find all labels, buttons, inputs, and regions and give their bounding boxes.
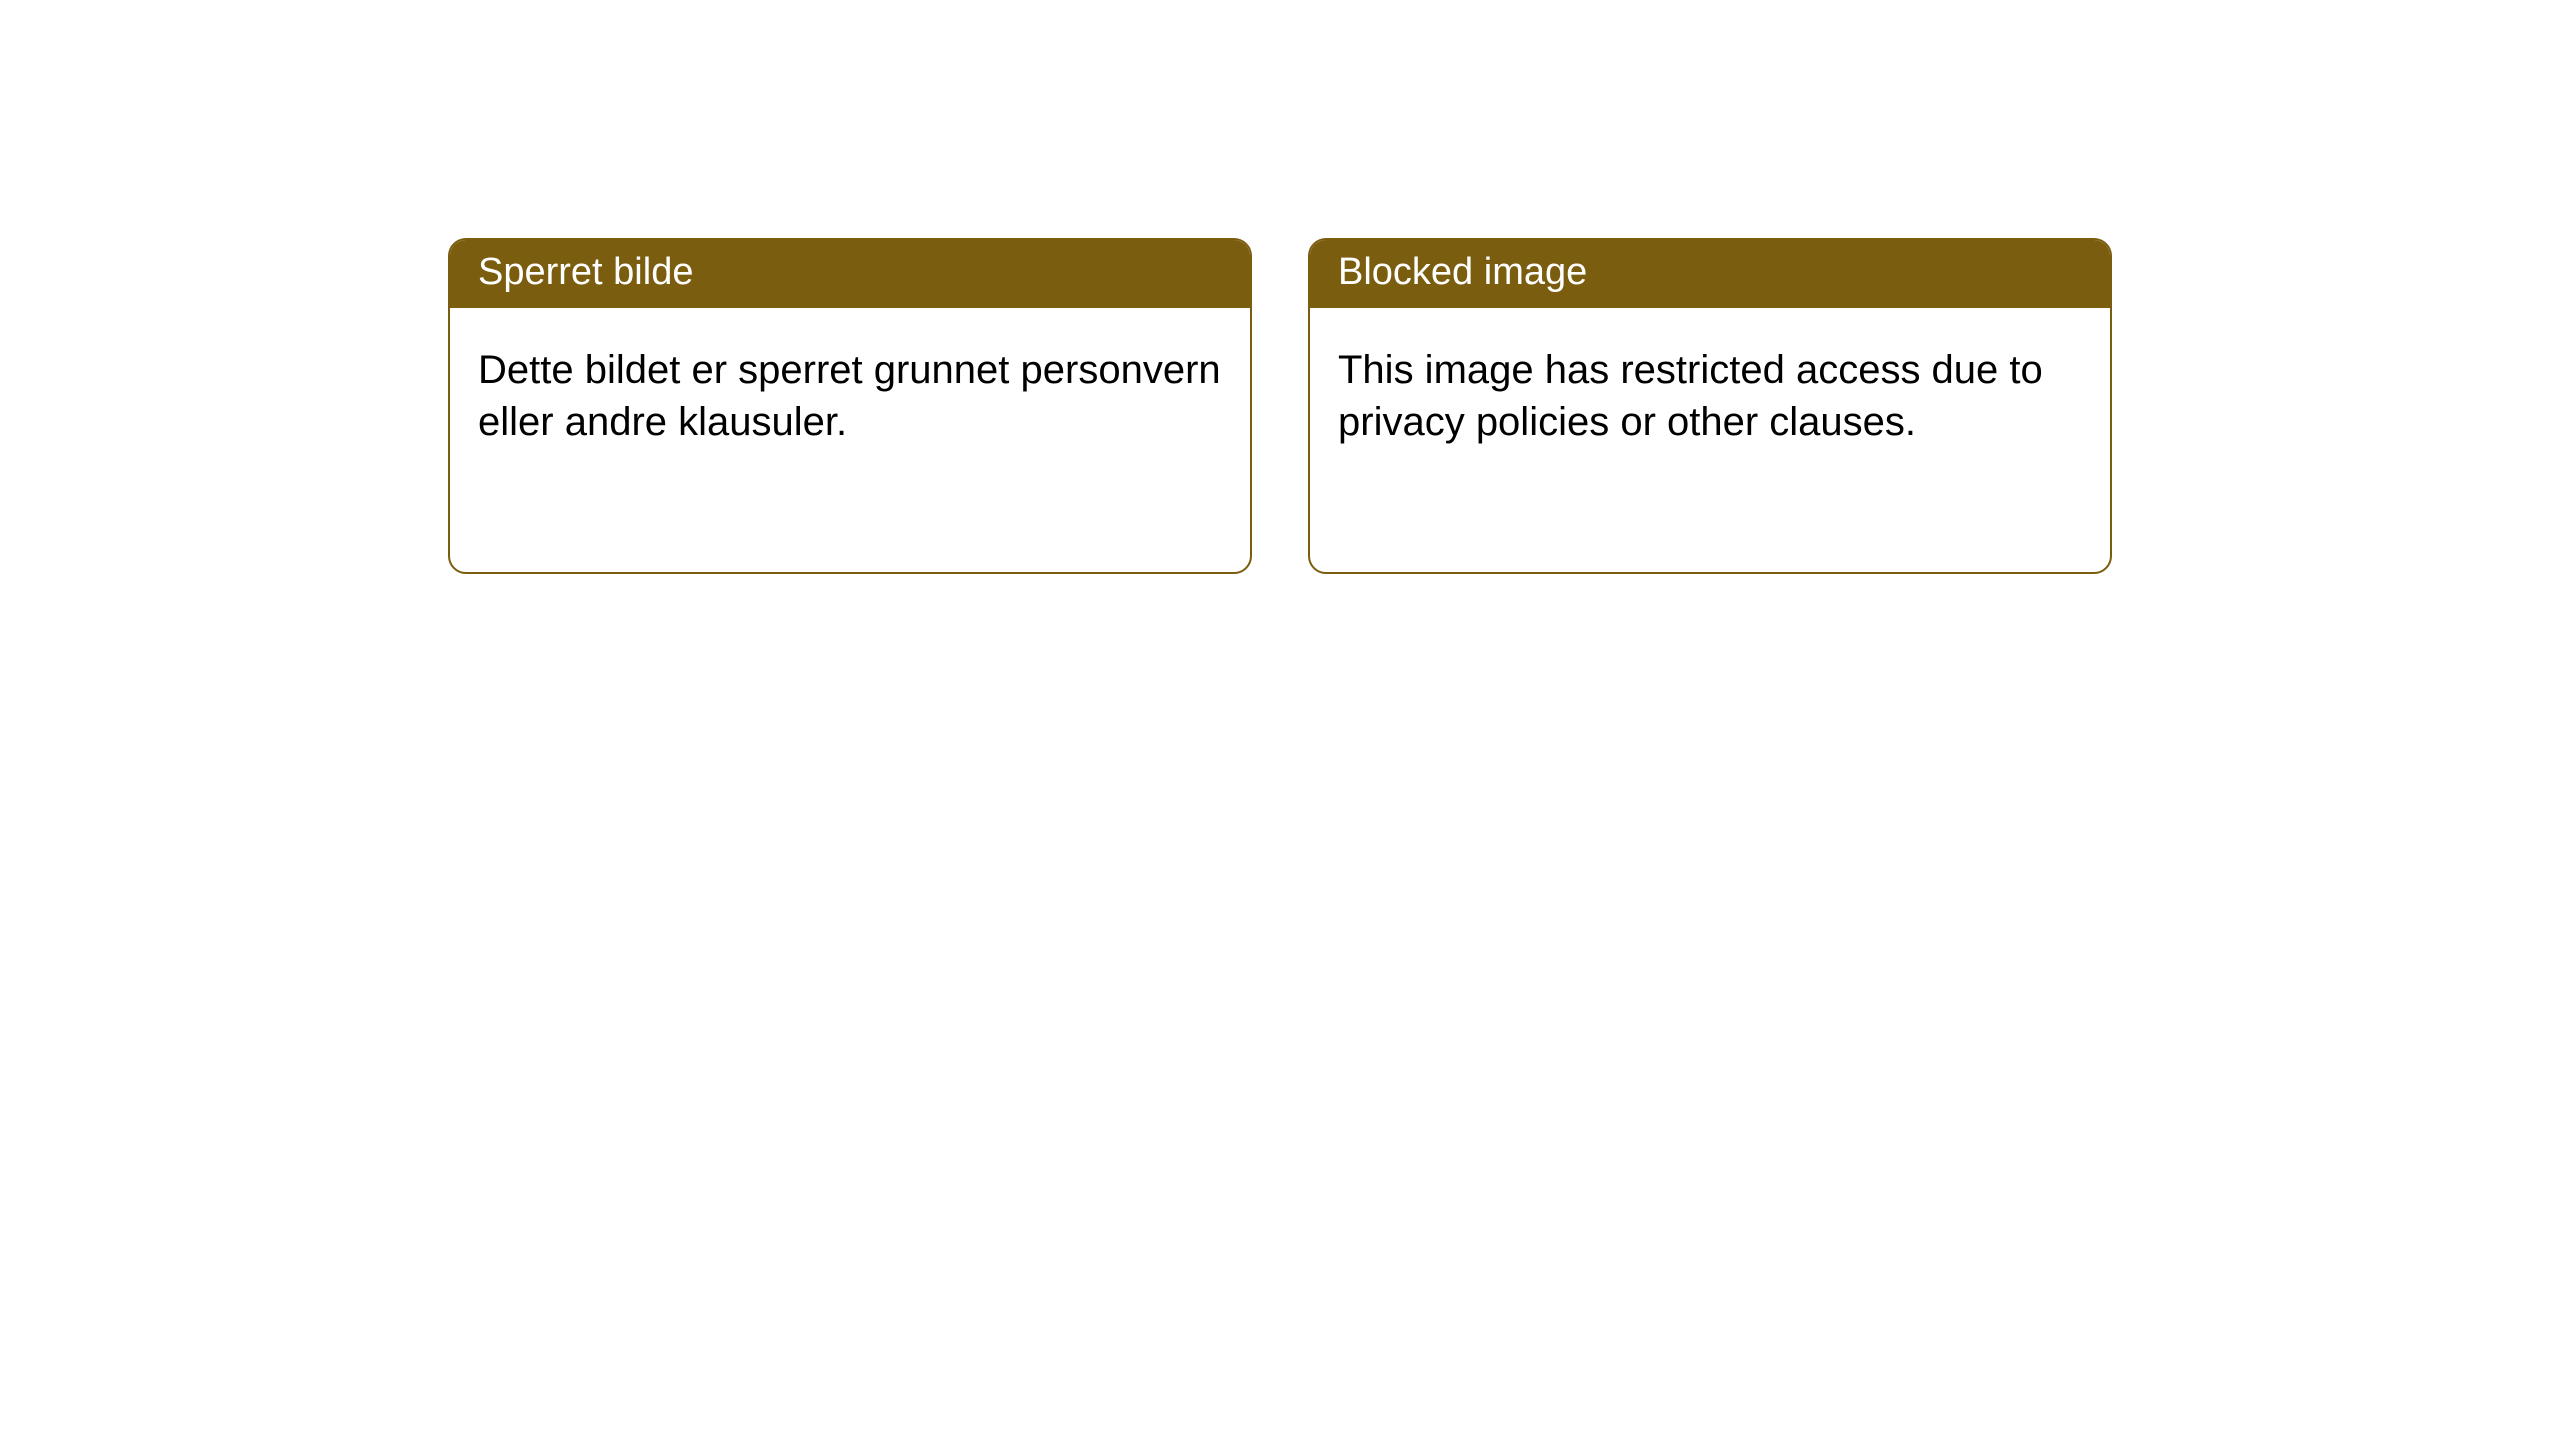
notice-box-en: Blocked image This image has restricted … bbox=[1308, 238, 2112, 574]
notice-title-no: Sperret bilde bbox=[450, 240, 1250, 308]
notice-container: Sperret bilde Dette bildet er sperret gr… bbox=[0, 0, 2560, 574]
notice-body-en: This image has restricted access due to … bbox=[1310, 308, 2110, 478]
notice-title-en: Blocked image bbox=[1310, 240, 2110, 308]
notice-body-no: Dette bildet er sperret grunnet personve… bbox=[450, 308, 1250, 478]
notice-box-no: Sperret bilde Dette bildet er sperret gr… bbox=[448, 238, 1252, 574]
